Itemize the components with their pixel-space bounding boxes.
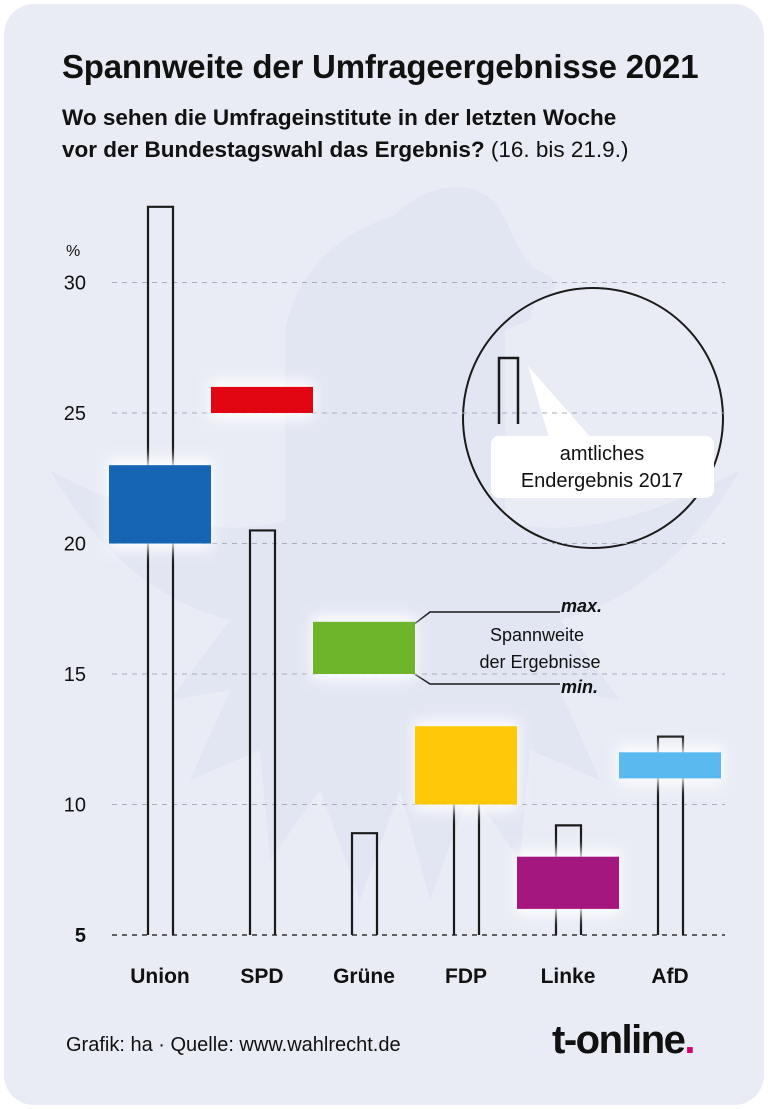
y-tick-label: 20 (64, 534, 86, 556)
poll-range-box (619, 752, 721, 779)
x-category-label: Union (130, 965, 189, 988)
legend-outline-bar (497, 356, 520, 424)
y-tick-label: 10 (64, 795, 86, 817)
x-category-label: Linke (541, 965, 596, 988)
range-label-line-2: der Ergebnisse (479, 652, 600, 672)
legend-label-box (491, 436, 714, 498)
legend-circle: amtliches Endergebnis 2017 (462, 287, 724, 549)
poll-range-box (517, 856, 619, 909)
range-label-line-1: Spannweite (490, 625, 584, 645)
x-category-label: SPD (240, 965, 283, 988)
chart-title: Spannweite der Umfrageergebnisse 2021 (62, 48, 699, 85)
min-leader-line (412, 672, 560, 685)
source-text: Quelle: www.wahlrecht.de (170, 1034, 401, 1056)
y-tick-label: 5 (75, 925, 86, 947)
subtitle-date-range: (16. bis 21.9.) (484, 137, 629, 162)
poll-range-box (109, 465, 211, 544)
x-category-label: FDP (445, 965, 487, 988)
poll-range-box (313, 621, 415, 674)
result-2017-bar (146, 205, 175, 935)
legend-label-line-2: Endergebnis 2017 (521, 470, 683, 492)
t-online-logo: t-online. (552, 1018, 695, 1063)
credit-separator: · (158, 1034, 165, 1056)
credit-text: Grafik: ha (66, 1034, 153, 1056)
subtitle-question: vor der Bundestagswahl das Ergebnis? (62, 137, 485, 162)
result-2017-bar (350, 832, 379, 935)
logo-text: t-online (552, 1018, 686, 1062)
y-tick-label: 30 (64, 273, 86, 295)
min-label: min. (561, 677, 598, 697)
result-2017-bar (656, 735, 685, 935)
subtitle-line-2: vor der Bundestagswahl das Ergebnis? (16… (62, 134, 628, 166)
max-leader-line (412, 611, 560, 626)
legend-pointer (528, 366, 600, 448)
result-2017-bar (248, 529, 277, 935)
x-category-label: AfD (651, 965, 688, 988)
footer-credit: Grafik: ha · Quelle: www.wahlrecht.de (66, 1034, 401, 1057)
y-tick-label: 15 (64, 664, 86, 686)
range-annotation: max. Spannweite der Ergebnisse min. (412, 596, 602, 697)
y-axis-unit: % (66, 243, 80, 260)
poll-range-box (211, 386, 313, 413)
x-category-label: Grüne (333, 965, 395, 988)
chart-subtitle: Wo sehen die Umfrageinstitute in der let… (62, 102, 628, 166)
logo-dot: . (684, 1018, 695, 1062)
max-label: max. (561, 596, 602, 616)
legend-label-line-1: amtliches (560, 443, 644, 465)
poll-range-box (415, 726, 517, 805)
y-tick-label: 25 (64, 403, 86, 425)
subtitle-line-1: Wo sehen die Umfrageinstitute in der let… (62, 105, 617, 130)
